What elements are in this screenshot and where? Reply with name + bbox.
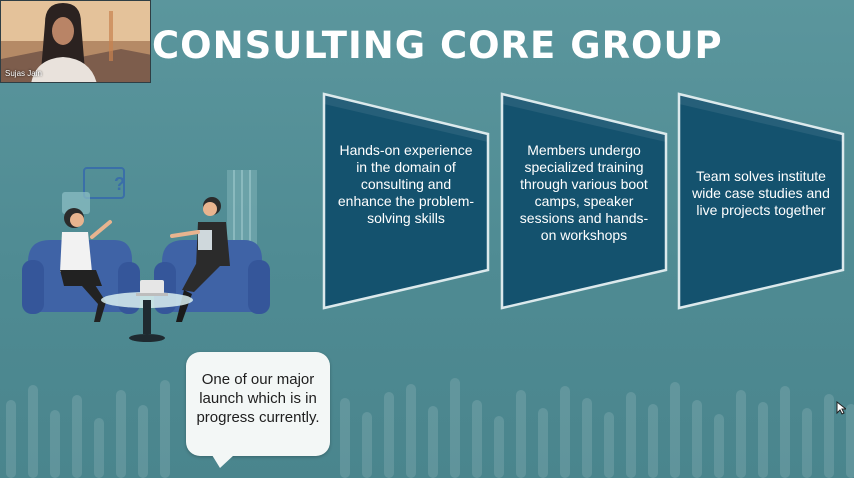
participant-video-tile[interactable]: Sujas Jain <box>0 0 151 83</box>
card-text: Members undergo specialized training thr… <box>519 142 649 243</box>
callout-text: One of our major launch which is in prog… <box>196 371 320 426</box>
callout-bubble: One of our major launch which is in prog… <box>186 352 330 468</box>
participant-name: Sujas Jain <box>5 69 42 78</box>
card-case-studies: Team solves institute wide case studies … <box>677 92 845 310</box>
mouse-cursor-icon <box>836 401 846 415</box>
chat-bubble-icon: ? <box>62 167 125 214</box>
card-panel <box>500 92 668 310</box>
card-panel <box>322 92 490 310</box>
consulting-illustration: ? <box>22 167 270 342</box>
webcam-feed <box>1 1 150 82</box>
card-text: Team solves institute wide case studies … <box>692 168 830 218</box>
card-hands-on-experience: Hands-on experience in the domain of con… <box>322 92 490 310</box>
card-panel <box>677 92 845 310</box>
card-text: Hands-on experience in the domain of con… <box>337 142 475 226</box>
svg-text:?: ? <box>114 174 125 194</box>
slide-title: CONSULTING CORE GROUP <box>152 24 723 67</box>
card-specialized-training: Members undergo specialized training thr… <box>500 92 668 310</box>
